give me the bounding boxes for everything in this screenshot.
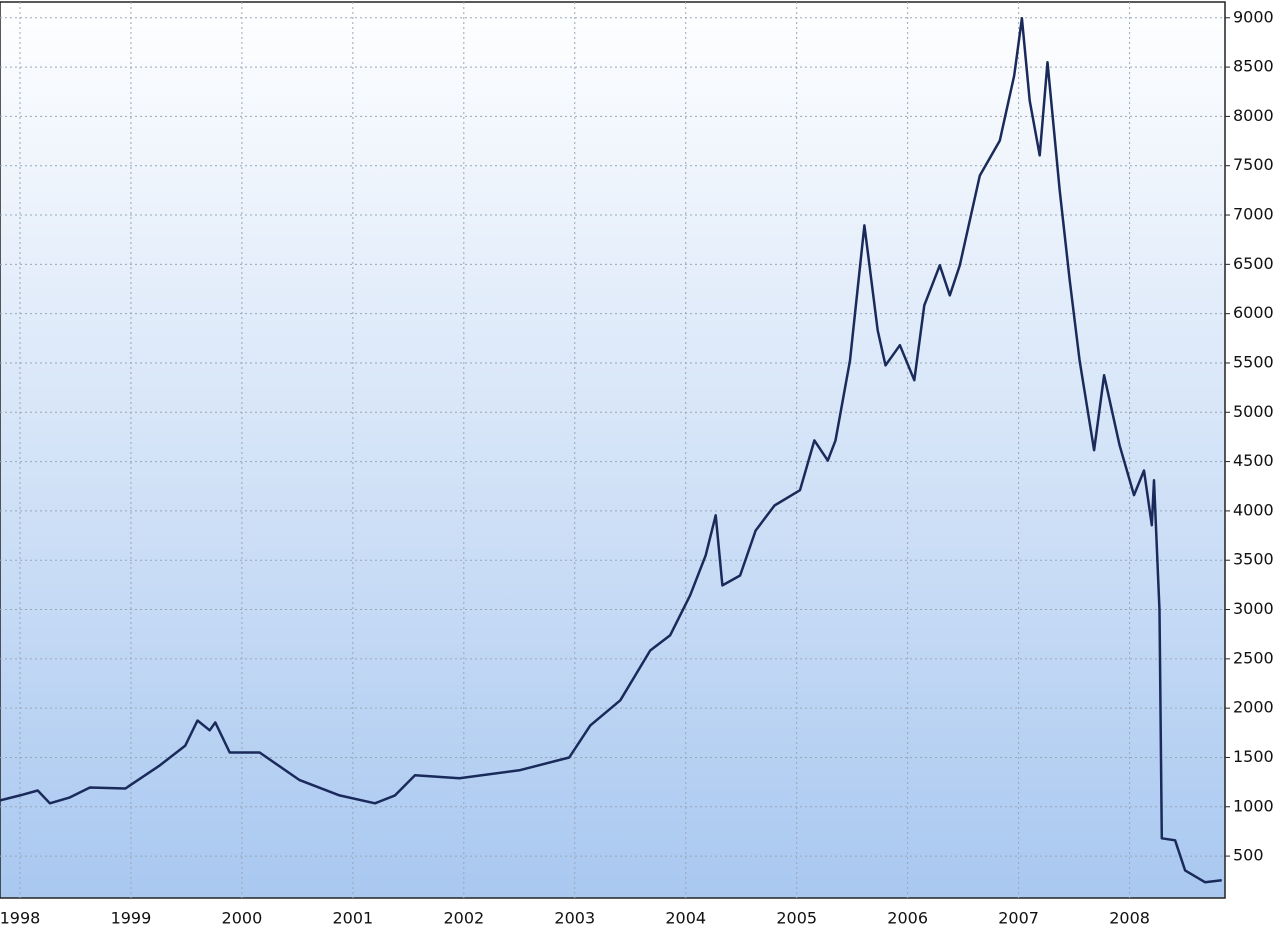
- x-tick-label: 1999: [111, 909, 152, 928]
- y-tick-label: 2500: [1233, 648, 1274, 667]
- plot-area: [0, 1, 1226, 899]
- y-tick-label: 7000: [1233, 205, 1274, 224]
- y-tick-label: 3000: [1233, 599, 1274, 618]
- x-tick-label: 2007: [998, 909, 1039, 928]
- y-tick-label: 6000: [1233, 303, 1274, 322]
- x-tick-label: 1998: [0, 909, 40, 928]
- y-tick-label: 1500: [1233, 747, 1274, 766]
- y-tick-label: 1000: [1233, 796, 1274, 815]
- y-tick-label: 4000: [1233, 500, 1274, 519]
- y-tick-label: 3500: [1233, 550, 1274, 569]
- x-tick-label: 2008: [1109, 909, 1150, 928]
- y-tick-label: 4500: [1233, 451, 1274, 470]
- x-tick-label: 2000: [222, 909, 263, 928]
- y-tick-label: 2000: [1233, 698, 1274, 717]
- y-tick-label: 8000: [1233, 106, 1274, 125]
- x-tick-label: 2001: [332, 909, 373, 928]
- y-tick-label: 8500: [1233, 57, 1274, 76]
- x-tick-label: 2004: [665, 909, 706, 928]
- y-tick-label: 500: [1233, 846, 1264, 865]
- y-tick-label: 7500: [1233, 155, 1274, 174]
- x-tick-label: 2006: [887, 909, 928, 928]
- x-tick-label: 2002: [443, 909, 484, 928]
- x-tick-label: 2003: [554, 909, 595, 928]
- line: [0, 17, 1222, 884]
- y-tick-label: 5500: [1233, 352, 1274, 371]
- x-tick-label: 2005: [776, 909, 817, 928]
- y-tick-label: 5000: [1233, 402, 1274, 421]
- y-tick-label: 9000: [1233, 7, 1274, 26]
- y-tick-label: 6500: [1233, 254, 1274, 273]
